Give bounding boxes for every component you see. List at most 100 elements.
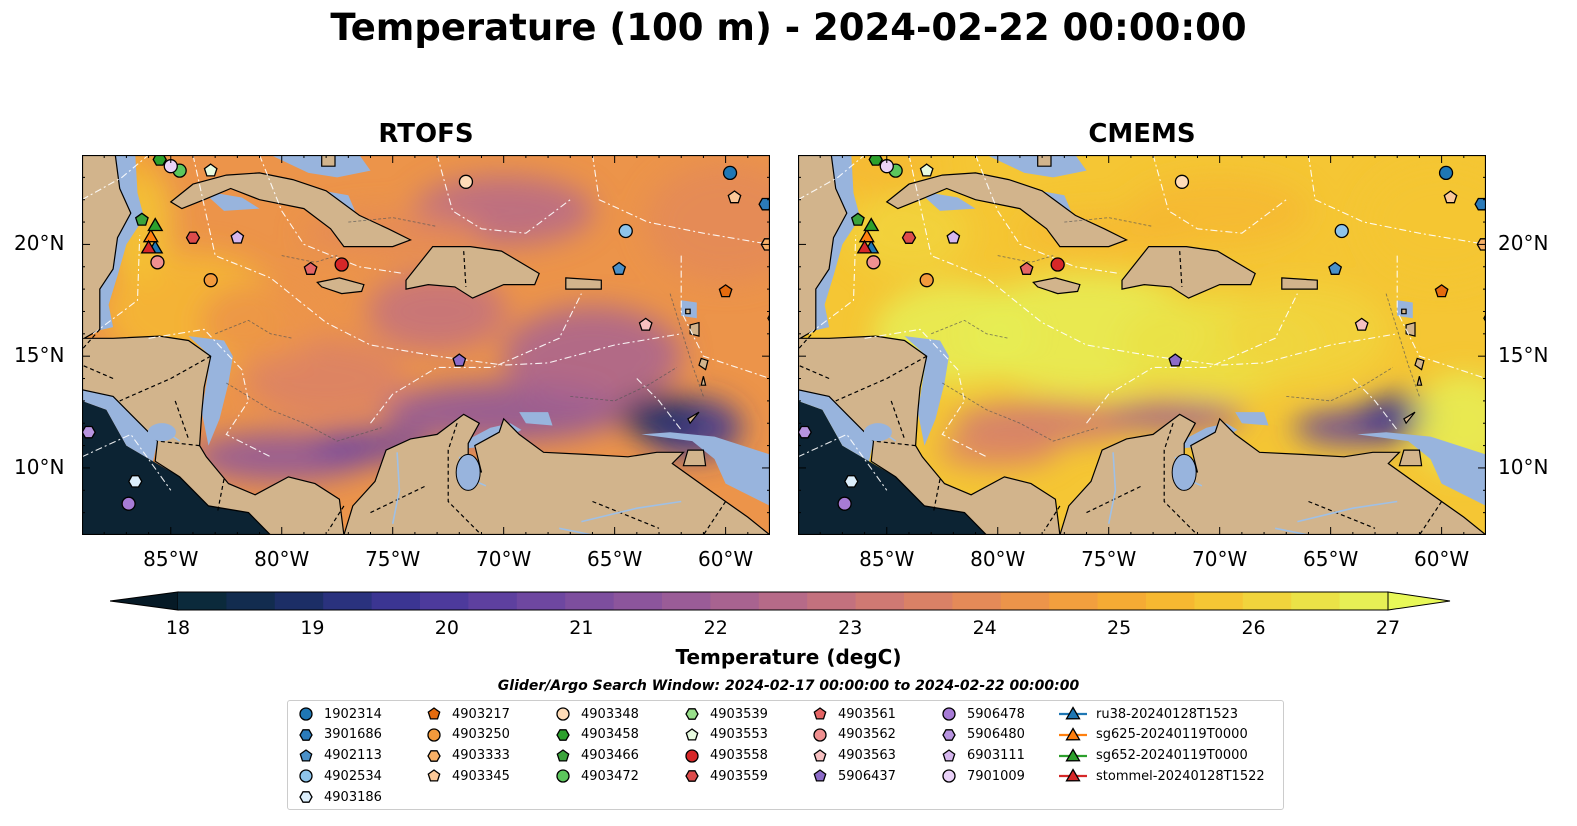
- land-mass: [1121, 246, 1256, 299]
- marker-4903559[interactable]: [901, 231, 917, 244]
- legend-label: 5906480: [967, 727, 1025, 743]
- legend-label: 6903111: [967, 748, 1025, 764]
- legend-item: 4903458: [553, 725, 639, 745]
- legend-item: 5906437: [810, 766, 896, 786]
- legend-item: 4903563: [810, 746, 896, 766]
- circle-marker-icon: [813, 728, 827, 742]
- marker-sg652-20240119T0000[interactable]: [147, 217, 164, 232]
- marker-sg625-20240119T0000[interactable]: [858, 228, 875, 243]
- lat-label-left-0: 10°N: [14, 454, 65, 479]
- lon-label-rtofs-4: 65°W: [587, 547, 643, 571]
- marker-4903563[interactable]: [638, 317, 653, 331]
- colorbar-under-extension: [110, 591, 179, 611]
- legend-item: 1902314: [296, 704, 382, 724]
- legend-item: sg652-20240119T0000: [1058, 746, 1248, 766]
- marker-sg652-20240119T0000[interactable]: [863, 217, 880, 232]
- marker-5906437[interactable]: [1168, 353, 1183, 367]
- marker-sg625-20240119T0000[interactable]: [142, 228, 159, 243]
- marker-4902534[interactable]: [1334, 223, 1349, 239]
- legend-item: 4903472: [553, 766, 639, 786]
- marker-5906437[interactable]: [452, 353, 467, 367]
- marker-4903558[interactable]: [334, 257, 349, 272]
- search-window-label: Glider/Argo Search Window: 2024-02-17 00…: [497, 678, 1080, 694]
- hexagon-marker-icon: [685, 708, 699, 720]
- marker-3901686[interactable]: [1474, 197, 1486, 211]
- marker-3901686[interactable]: [758, 197, 770, 211]
- marker-1902314[interactable]: [722, 165, 738, 181]
- lon-label-cmems-0: 85°W: [859, 547, 915, 571]
- legend-label: 4903250: [452, 727, 510, 743]
- land-mass: [82, 155, 345, 535]
- lon-label-rtofs-5: 60°W: [697, 547, 754, 571]
- marker-4902534[interactable]: [618, 223, 633, 239]
- legend-item: stommel-20240128T1522: [1058, 766, 1265, 786]
- marker-4903345[interactable]: [727, 190, 742, 204]
- colorbar-segment: [1049, 592, 1099, 610]
- marker-4903562[interactable]: [150, 255, 165, 270]
- marker-1902314[interactable]: [1438, 165, 1454, 181]
- marker-4903553[interactable]: [203, 163, 218, 177]
- legend-item: 4903333: [424, 746, 510, 766]
- lon-label-cmems-2: 75°W: [1081, 547, 1137, 571]
- marker-4903458[interactable]: [868, 155, 883, 166]
- marker-4903250[interactable]: [919, 273, 934, 288]
- shelf-area: [82, 389, 158, 462]
- marker-4903250[interactable]: [203, 273, 218, 288]
- land-mass: [885, 172, 1128, 248]
- marker-4903348[interactable]: [458, 174, 474, 189]
- marker-4902113[interactable]: [1328, 261, 1343, 275]
- cmems-map[interactable]: [798, 155, 1486, 535]
- marker-4902113[interactable]: [612, 261, 627, 275]
- legend: 1902314 3901686 4902113 4902534 4903186 49032…: [287, 700, 1284, 810]
- marker-4903553[interactable]: [919, 163, 934, 177]
- lat-label-right-2: 20°N: [1498, 231, 1549, 256]
- land-mass: [1037, 155, 1052, 167]
- marker-stommel-20240128T1522[interactable]: [140, 239, 157, 254]
- marker-4903345[interactable]: [1443, 190, 1458, 204]
- marker-5906480[interactable]: [798, 425, 812, 439]
- marker-5906478[interactable]: [837, 496, 852, 511]
- marker-4903561[interactable]: [303, 261, 318, 275]
- colorbar-segment: [178, 592, 227, 610]
- colorbar-tick-20: 20: [434, 617, 459, 639]
- legend-label: sg625-20240119T0000: [1096, 727, 1248, 743]
- legend-item: 4902113: [296, 746, 382, 766]
- colorbar-segment: [226, 592, 276, 610]
- land-mass: [169, 172, 412, 248]
- panel-title-cmems: CMEMS: [1088, 119, 1196, 149]
- marker-4903217[interactable]: [718, 284, 733, 298]
- marker-4903563[interactable]: [1354, 317, 1369, 331]
- marker-4903186[interactable]: [128, 475, 143, 488]
- marker-4903466[interactable]: [134, 212, 149, 226]
- colorbar-segment: [855, 592, 905, 610]
- marker-stommel-20240128T1522[interactable]: [856, 239, 873, 254]
- lat-label-right-0: 10°N: [1498, 454, 1549, 479]
- marker-6903111[interactable]: [230, 230, 245, 244]
- colorbar-over-extension: [1387, 591, 1451, 611]
- marker-5906480[interactable]: [82, 425, 96, 439]
- lat-label-left-1: 15°N: [14, 343, 65, 368]
- lon-label-cmems-4: 65°W: [1303, 547, 1359, 571]
- colorbar-segment: [1194, 592, 1244, 610]
- lake-nicaragua: [147, 423, 176, 442]
- colorbar-segment: [468, 592, 518, 610]
- colorbar-segment: [1146, 592, 1195, 610]
- colorbar-segment: [1291, 592, 1341, 610]
- colorbar-segment: [1242, 592, 1292, 610]
- marker-4903562[interactable]: [866, 255, 881, 270]
- legend-item: 4903562: [810, 725, 896, 745]
- pentagon-marker-icon: [813, 748, 827, 762]
- marker-6903111[interactable]: [946, 230, 961, 244]
- marker-4903558[interactable]: [1050, 257, 1065, 272]
- lake-maracaibo: [1171, 453, 1197, 491]
- land-mass: [1032, 277, 1081, 295]
- marker-4903217[interactable]: [1434, 284, 1449, 298]
- marker-4903186[interactable]: [844, 475, 859, 488]
- marker-4903348[interactable]: [1174, 174, 1190, 189]
- marker-5906478[interactable]: [121, 496, 136, 511]
- rtofs-map[interactable]: [82, 155, 770, 535]
- marker-4903458[interactable]: [152, 155, 167, 166]
- marker-4903559[interactable]: [185, 231, 201, 244]
- marker-4903561[interactable]: [1019, 261, 1034, 275]
- marker-4903466[interactable]: [850, 212, 865, 226]
